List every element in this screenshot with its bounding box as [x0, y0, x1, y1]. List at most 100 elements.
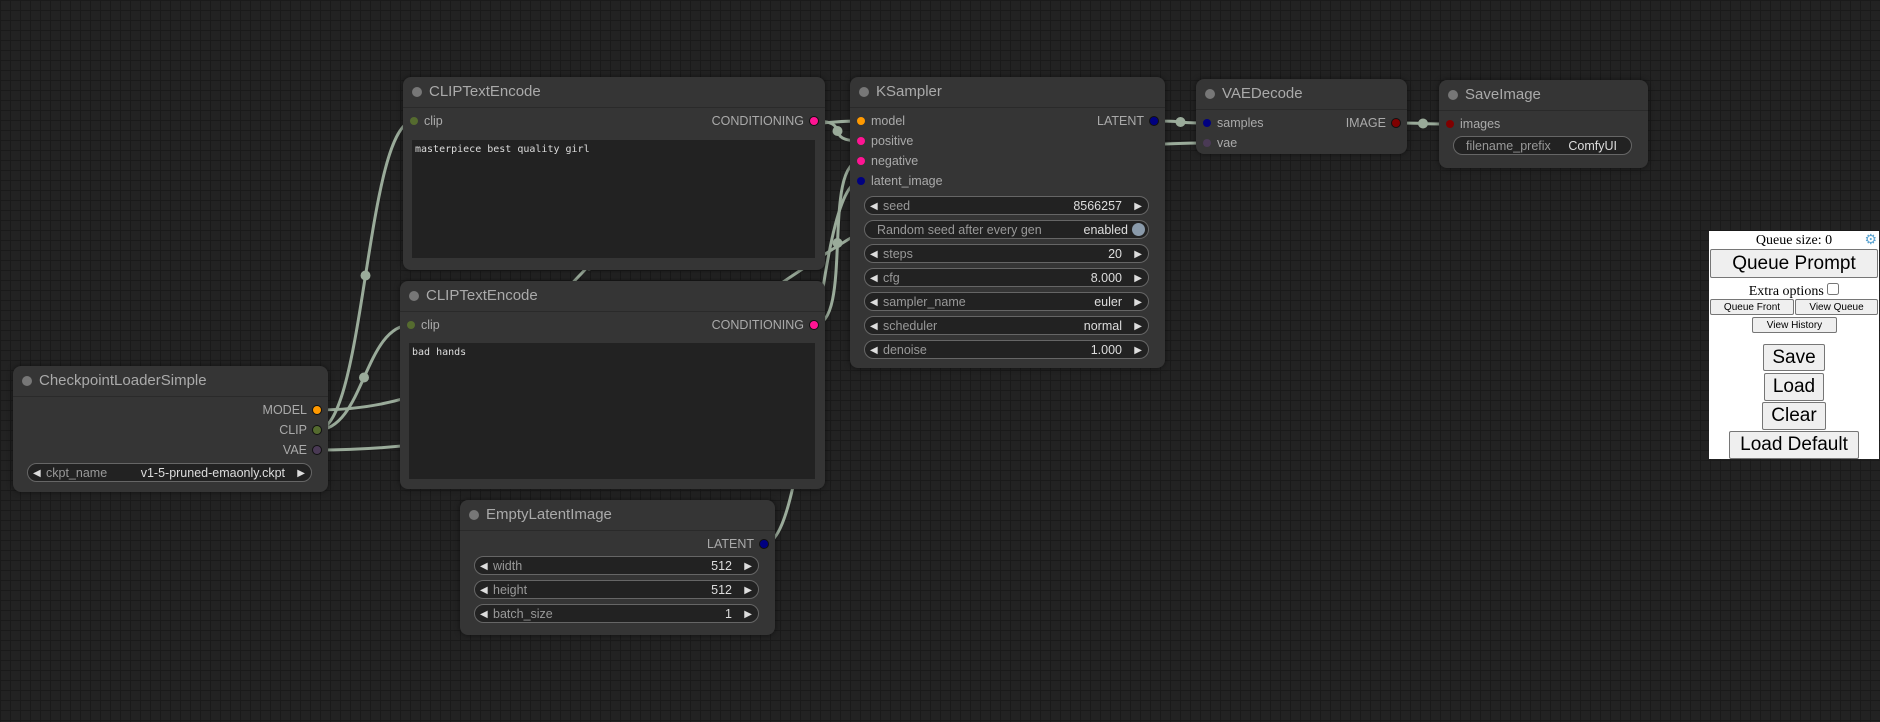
input-slot-negative[interactable]: negative [857, 154, 918, 168]
node-ks[interactable]: KSampler model positive negative latent_imag… [850, 77, 1165, 368]
input-slot-clip[interactable]: clip [407, 318, 440, 332]
samples-input-dot-icon[interactable] [1203, 119, 1211, 127]
widget-batch-size[interactable]: ◀ ▶ batch_size 1 [474, 604, 759, 623]
collapse-dot-icon[interactable] [22, 376, 32, 386]
node-title[interactable]: VAEDecode [1196, 79, 1407, 110]
conditioning-output-dot-icon[interactable] [810, 321, 818, 329]
decrement-arrow-icon[interactable]: ◀ [33, 468, 41, 479]
decrement-arrow-icon[interactable]: ◀ [480, 561, 488, 572]
node-title[interactable]: CLIPTextEncode [400, 281, 825, 312]
prompt-textarea[interactable]: masterpiece best quality girl [412, 140, 815, 258]
widget-ckpt-name[interactable]: ◀ ▶ ckpt_name v1-5-pruned-emaonly.ckpt [27, 463, 312, 482]
increment-arrow-icon[interactable]: ▶ [1134, 345, 1142, 356]
view-queue-button[interactable]: View Queue [1795, 299, 1878, 315]
node-clip2[interactable]: CLIPTextEncode clip CONDITIONING bad hands [400, 281, 825, 489]
increment-arrow-icon[interactable]: ▶ [1134, 273, 1142, 284]
model-input-dot-icon[interactable] [857, 117, 865, 125]
clear-button[interactable]: Clear [1762, 402, 1826, 430]
images-input-dot-icon[interactable] [1446, 120, 1454, 128]
link-midpoint-icon[interactable] [832, 238, 843, 248]
extra-options-checkbox[interactable] [1827, 283, 1840, 295]
load-default-button[interactable]: Load Default [1729, 431, 1859, 459]
node-title[interactable]: CLIPTextEncode [403, 77, 825, 108]
link-midpoint-icon[interactable] [832, 126, 843, 136]
increment-arrow-icon[interactable]: ▶ [1134, 321, 1142, 332]
latent_image-input-dot-icon[interactable] [857, 177, 865, 185]
toggle-knob-icon[interactable] [1132, 223, 1145, 236]
widget-height[interactable]: ◀ ▶ height 512 [474, 580, 759, 599]
decrement-arrow-icon[interactable]: ◀ [870, 273, 878, 284]
widget-random-seed-after-every-gen[interactable]: Random seed after every gen enabled [864, 220, 1149, 239]
widget-scheduler[interactable]: ◀ ▶ scheduler normal [864, 316, 1149, 335]
node-title[interactable]: EmptyLatentImage [460, 500, 775, 531]
node-vae[interactable]: VAEDecode samples vae IMAGE [1196, 79, 1407, 154]
input-slot-model[interactable]: model [857, 114, 905, 128]
decrement-arrow-icon[interactable]: ◀ [870, 249, 878, 260]
input-slot-clip[interactable]: clip [410, 114, 443, 128]
widget-seed[interactable]: ◀ ▶ seed 8566257 [864, 196, 1149, 215]
increment-arrow-icon[interactable]: ▶ [1134, 297, 1142, 308]
output-slot-vae[interactable]: VAE [283, 443, 321, 457]
increment-arrow-icon[interactable]: ▶ [297, 468, 305, 479]
output-slot-conditioning[interactable]: CONDITIONING [712, 114, 818, 128]
widget-filename-prefix[interactable]: filename_prefix ComfyUI [1453, 136, 1632, 155]
negative-input-dot-icon[interactable] [857, 157, 865, 165]
output-slot-latent[interactable]: LATENT [707, 537, 768, 551]
latent-output-dot-icon[interactable] [1150, 117, 1158, 125]
widget-width[interactable]: ◀ ▶ width 512 [474, 556, 759, 575]
input-slot-positive[interactable]: positive [857, 134, 913, 148]
queue-front-button[interactable]: Queue Front [1710, 299, 1794, 315]
node-save[interactable]: SaveImage images filename_prefix ComfyUI [1439, 80, 1648, 168]
node-title[interactable]: KSampler [850, 77, 1165, 108]
widget-sampler-name[interactable]: ◀ ▶ sampler_name euler [864, 292, 1149, 311]
save-button[interactable]: Save [1763, 344, 1825, 371]
decrement-arrow-icon[interactable]: ◀ [870, 297, 878, 308]
increment-arrow-icon[interactable]: ▶ [744, 585, 752, 596]
output-slot-clip[interactable]: CLIP [279, 423, 321, 437]
collapse-dot-icon[interactable] [1448, 90, 1458, 100]
widget-denoise[interactable]: ◀ ▶ denoise 1.000 [864, 340, 1149, 359]
collapse-dot-icon[interactable] [412, 87, 422, 97]
link-midpoint-icon[interactable] [360, 270, 371, 281]
increment-arrow-icon[interactable]: ▶ [1134, 249, 1142, 260]
widget-steps[interactable]: ◀ ▶ steps 20 [864, 244, 1149, 263]
image-output-dot-icon[interactable] [1392, 119, 1400, 127]
increment-arrow-icon[interactable]: ▶ [744, 561, 752, 572]
link-midpoint-icon[interactable] [1175, 117, 1186, 127]
collapse-dot-icon[interactable] [409, 291, 419, 301]
node-latent[interactable]: EmptyLatentImage LATENT ◀ ▶ width 512 ◀ ▶ height… [460, 500, 775, 635]
positive-input-dot-icon[interactable] [857, 137, 865, 145]
collapse-dot-icon[interactable] [469, 510, 479, 520]
queue-prompt-button[interactable]: Queue Prompt [1710, 249, 1878, 278]
load-button[interactable]: Load [1764, 373, 1824, 401]
increment-arrow-icon[interactable]: ▶ [744, 609, 752, 620]
clip-input-dot-icon[interactable] [410, 117, 418, 125]
model-output-dot-icon[interactable] [313, 406, 321, 414]
conditioning-output-dot-icon[interactable] [810, 117, 818, 125]
output-slot-image[interactable]: IMAGE [1346, 116, 1400, 130]
clip-input-dot-icon[interactable] [407, 321, 415, 329]
decrement-arrow-icon[interactable]: ◀ [480, 609, 488, 620]
collapse-dot-icon[interactable] [1205, 89, 1215, 99]
node-title[interactable]: SaveImage [1439, 80, 1648, 111]
input-slot-images[interactable]: images [1446, 117, 1500, 131]
node-clip1[interactable]: CLIPTextEncode clip CONDITIONING masterpiec… [403, 77, 825, 270]
widget-cfg[interactable]: ◀ ▶ cfg 8.000 [864, 268, 1149, 287]
input-slot-latent_image[interactable]: latent_image [857, 174, 943, 188]
collapse-dot-icon[interactable] [859, 87, 869, 97]
output-slot-latent[interactable]: LATENT [1097, 114, 1158, 128]
node-title[interactable]: CheckpointLoaderSimple [13, 366, 328, 397]
vae-input-dot-icon[interactable] [1203, 139, 1211, 147]
link-midpoint-icon[interactable] [359, 372, 369, 383]
view-history-button[interactable]: View History [1752, 317, 1837, 333]
vae-output-dot-icon[interactable] [313, 446, 321, 454]
increment-arrow-icon[interactable]: ▶ [1134, 201, 1142, 212]
output-slot-conditioning[interactable]: CONDITIONING [712, 318, 818, 332]
decrement-arrow-icon[interactable]: ◀ [870, 345, 878, 356]
latent-output-dot-icon[interactable] [760, 540, 768, 548]
decrement-arrow-icon[interactable]: ◀ [480, 585, 488, 596]
output-slot-model[interactable]: MODEL [263, 403, 321, 417]
prompt-textarea[interactable]: bad hands [409, 343, 815, 479]
input-slot-samples[interactable]: samples [1203, 116, 1264, 130]
link-midpoint-icon[interactable] [1418, 118, 1428, 129]
